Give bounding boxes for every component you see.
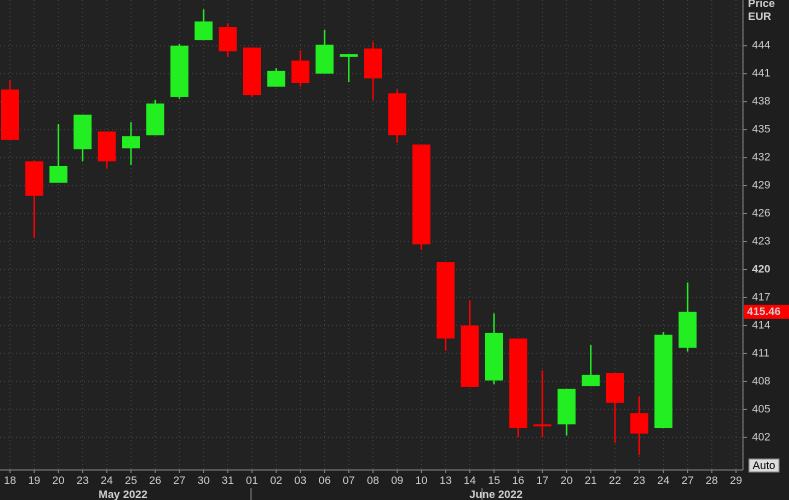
x-tick-label: 24: [657, 475, 669, 487]
candle-body: [630, 413, 649, 434]
candle-body: [315, 44, 334, 74]
month-label: May 2022: [99, 489, 148, 500]
candle-body: [654, 334, 673, 429]
candle-body: [364, 48, 382, 79]
y-tick-label: 423: [752, 235, 770, 247]
y-tick-label: 426: [752, 207, 770, 219]
x-tick-label: 23: [76, 475, 88, 487]
x-tick-label: 15: [488, 475, 500, 487]
y-tick-label: 408: [752, 375, 770, 387]
x-tick-label: 16: [512, 475, 524, 487]
candle-body: [509, 338, 528, 429]
x-tick-label: 25: [125, 475, 137, 487]
y-tick-label: 417: [752, 291, 770, 303]
candle-body: [291, 60, 310, 83]
x-tick-label: 02: [270, 475, 282, 487]
x-tick-label: 31: [222, 475, 234, 487]
y-tick-label: 432: [752, 152, 770, 164]
month-label: June 2022: [469, 489, 522, 500]
x-tick-label: 18: [4, 475, 16, 487]
x-tick-label: 13: [439, 475, 451, 487]
x-tick-label: 28: [706, 475, 718, 487]
x-tick-label: 08: [367, 475, 379, 487]
x-tick-label: 30: [197, 475, 209, 487]
y-tick-label: 438: [752, 96, 770, 108]
candle-body: [243, 47, 261, 96]
candle-body: [533, 424, 552, 427]
y-tick-label: 444: [752, 40, 770, 52]
y-tick-label: 435: [752, 124, 770, 136]
x-tick-label: 22: [609, 475, 621, 487]
candle-body: [678, 311, 697, 348]
last-price-label: 415.46: [747, 306, 781, 318]
candle-body: [267, 70, 286, 87]
candle-body: [412, 144, 431, 245]
candle-body: [339, 54, 358, 57]
x-tick-label: 20: [560, 475, 572, 487]
x-tick-label: 29: [730, 475, 742, 487]
x-tick-label: 17: [536, 475, 548, 487]
x-tick-label: 23: [633, 475, 645, 487]
candle-body: [581, 374, 600, 387]
y-axis-label: Price: [748, 0, 775, 10]
candle-body: [606, 373, 624, 403]
candle-body: [146, 103, 165, 136]
candle-body: [73, 114, 92, 150]
x-tick-label: 20: [52, 475, 64, 487]
candle-body: [1, 89, 19, 140]
y-tick-label: 402: [752, 431, 770, 443]
y-tick-label: 420: [752, 263, 770, 275]
x-tick-label: 26: [149, 475, 161, 487]
candle-body: [388, 93, 407, 136]
y-tick-label: 405: [752, 403, 770, 415]
y-tick-label: 411: [752, 347, 770, 359]
candle-body: [485, 332, 503, 381]
y-tick-label: 429: [752, 179, 770, 191]
x-tick-label: 24: [101, 475, 113, 487]
candle-body: [436, 262, 455, 339]
x-tick-label: 21: [585, 475, 597, 487]
x-tick-label: 14: [464, 475, 476, 487]
candle-body: [170, 45, 189, 97]
candle-body: [218, 27, 237, 52]
y-tick-label: 441: [752, 68, 770, 80]
candle-body: [49, 165, 68, 183]
candle-body: [460, 325, 479, 388]
x-tick-label: 09: [391, 475, 403, 487]
x-tick-label: 27: [681, 475, 693, 487]
candle-body: [97, 131, 116, 162]
y-axis-unit: EUR: [748, 11, 771, 23]
candle-body: [122, 136, 140, 149]
scale-button[interactable]: Auto: [753, 460, 776, 472]
x-tick-label: 27: [173, 475, 185, 487]
x-tick-label: 06: [318, 475, 330, 487]
candle-body: [557, 388, 576, 425]
x-tick-label: 01: [246, 475, 258, 487]
last-price-tag: [744, 304, 789, 319]
candle-body: [25, 161, 44, 196]
x-tick-label: 19: [28, 475, 40, 487]
x-tick-label: 10: [415, 475, 427, 487]
candle-body: [194, 21, 213, 41]
y-tick-label: 414: [752, 319, 770, 331]
x-tick-label: 03: [294, 475, 306, 487]
x-tick-label: 07: [343, 475, 355, 487]
scale-button-box[interactable]: [748, 458, 780, 473]
